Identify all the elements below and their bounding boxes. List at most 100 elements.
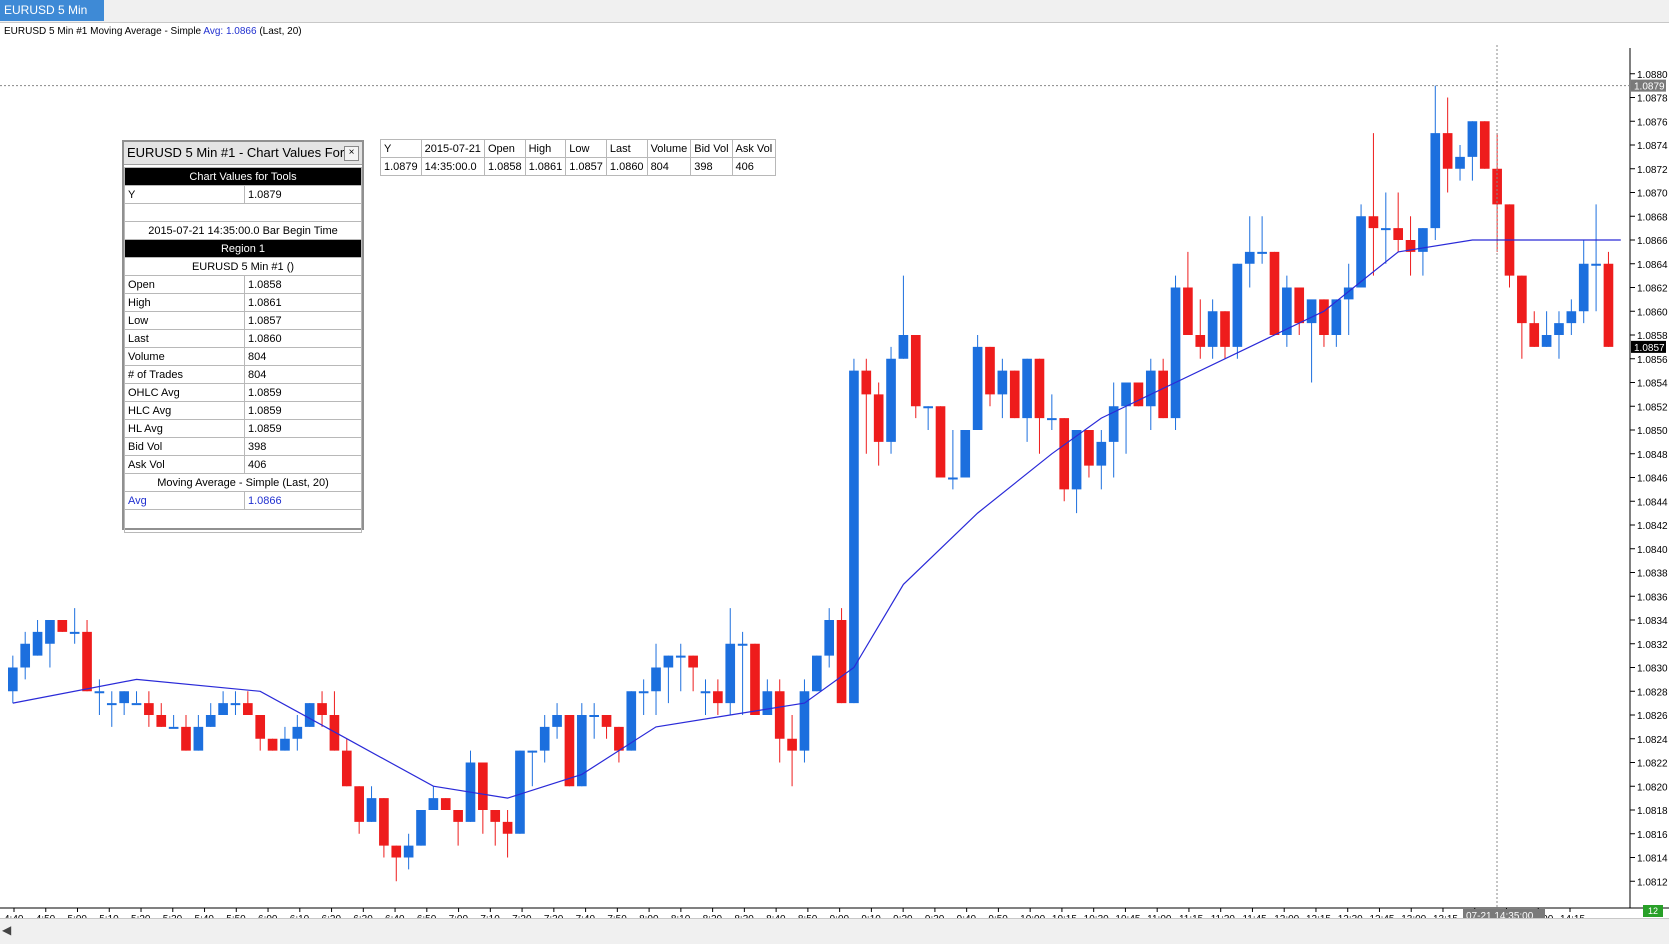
price-tick-label: 1.0812 <box>1637 877 1668 888</box>
dw-row-label: OHLC Avg <box>124 383 245 402</box>
hover-value-cell: 1.0861 <box>524 157 567 176</box>
candle-body <box>836 620 847 704</box>
dw-row: OHLC Avg 1.0859 <box>124 383 362 402</box>
candle-body <box>1578 263 1589 312</box>
dw-row-label: Volume <box>124 347 245 366</box>
candle-body <box>193 726 204 751</box>
hover-table-values-row: 1.0879 14:35:00.0 1.0858 1.0861 1.0857 1.0860… <box>380 157 777 176</box>
candle-body <box>366 798 377 822</box>
candle-body <box>1541 335 1552 347</box>
candle-body <box>675 655 686 658</box>
crosshair-price-box <box>1631 79 1666 92</box>
scroll-left-icon[interactable]: ◀ <box>2 923 12 937</box>
candle-body <box>774 691 785 739</box>
candle-body <box>589 715 600 717</box>
price-tick-label: 1.0856 <box>1637 355 1668 366</box>
candle-body <box>1467 121 1478 157</box>
candle-body <box>428 798 439 810</box>
horizontal-scrollbar[interactable]: ◀ <box>0 918 1669 944</box>
candle-body <box>1170 287 1181 419</box>
candle-body <box>1393 228 1404 240</box>
candle-body <box>168 726 179 729</box>
hover-header-cell: Low <box>565 139 607 158</box>
candle-body <box>341 750 352 787</box>
dw-row: Volume 804 <box>124 347 362 366</box>
data-window-table: Chart Values for Tools Y 1.0879 2015-07-… <box>124 167 362 533</box>
hover-value-cell: 1.0860 <box>605 157 648 176</box>
hover-value-cell: 406 <box>731 157 777 176</box>
price-tick-label: 1.0820 <box>1637 782 1668 793</box>
candle-body <box>1282 287 1292 335</box>
crosshair-time-label: 07-21 14:35:00 <box>1466 911 1534 922</box>
dw-avg-label: Avg <box>124 491 245 510</box>
candle-body <box>1096 441 1107 466</box>
dw-row-value: 804 <box>244 347 362 366</box>
candle-body <box>255 715 266 739</box>
candle-body <box>787 738 797 751</box>
candle-body <box>663 655 674 668</box>
candle-body <box>453 810 463 822</box>
candle-body <box>230 703 241 706</box>
candle-body <box>280 738 290 751</box>
dw-row-value: 1.0857 <box>244 311 362 330</box>
candle-body <box>1591 263 1601 266</box>
close-icon[interactable]: × <box>344 146 359 161</box>
candle-body <box>502 821 513 834</box>
candle-body <box>416 810 426 846</box>
candle-body <box>948 477 958 480</box>
candle-body <box>935 406 946 478</box>
dw-row: Ask Vol 406 <box>124 455 362 474</box>
dw-row-value: 1.0860 <box>244 329 362 348</box>
candle-body <box>824 620 835 656</box>
candle-body <box>873 394 884 442</box>
dw-instrument: EURUSD 5 Min #1 () <box>124 257 362 276</box>
candle-body <box>799 691 810 751</box>
data-window[interactable]: EURUSD 5 Min #1 - Chart Values For ... ×… <box>122 140 364 533</box>
candle-body <box>1071 430 1082 490</box>
price-tick-label: 1.0814 <box>1637 854 1668 865</box>
dw-y-value: 1.0879 <box>244 185 362 204</box>
price-tick-label: 1.0852 <box>1637 402 1668 413</box>
candle-body <box>1554 323 1564 335</box>
data-window-title[interactable]: EURUSD 5 Min #1 - Chart Values For ... × <box>124 142 362 165</box>
candle-body <box>1405 240 1416 252</box>
candle-body <box>403 845 414 858</box>
candle-body <box>725 643 736 704</box>
candle-body <box>354 786 364 822</box>
dw-row-value: 1.0859 <box>244 419 362 438</box>
dw-region: Region 1 <box>124 239 362 258</box>
hover-value-cell: 804 <box>646 157 692 176</box>
candle-body <box>267 738 278 751</box>
candle-body <box>1108 406 1119 442</box>
candle-body <box>1207 311 1218 347</box>
chart-tab-eurusd[interactable]: EURUSD 5 Min #1 <box>0 0 104 38</box>
candle-body <box>1442 133 1453 169</box>
candle-body <box>812 655 822 692</box>
hover-header-cell: Y <box>380 139 422 158</box>
candle-body <box>1529 323 1540 347</box>
candle-body <box>292 726 303 739</box>
candle-body <box>861 370 872 395</box>
price-tick-label: 1.0834 <box>1637 616 1668 627</box>
dw-y-label: Y <box>124 185 245 204</box>
price-tick-label: 1.0846 <box>1637 474 1668 485</box>
dw-row-value: 1.0859 <box>244 383 362 402</box>
price-tick-label: 1.0838 <box>1637 569 1668 580</box>
candle-body <box>1244 251 1255 264</box>
price-tick-label: 1.0816 <box>1637 830 1668 841</box>
candle-body <box>1269 251 1280 335</box>
candle-body <box>564 715 575 787</box>
dw-row: HLC Avg 1.0859 <box>124 401 362 420</box>
candle-body <box>539 726 550 751</box>
crosshair-price-label: 1.0879 <box>1634 82 1665 93</box>
price-tick-label: 1.0880 <box>1637 70 1668 81</box>
candle-body <box>515 750 525 834</box>
candle-body <box>638 691 649 694</box>
candle-body <box>1368 216 1379 229</box>
candle-body <box>1121 382 1131 407</box>
candle-body <box>181 726 191 751</box>
hover-header-cell: Ask Vol <box>731 139 777 158</box>
price-tick-label: 1.0842 <box>1637 521 1668 532</box>
candle-body <box>1009 370 1020 419</box>
